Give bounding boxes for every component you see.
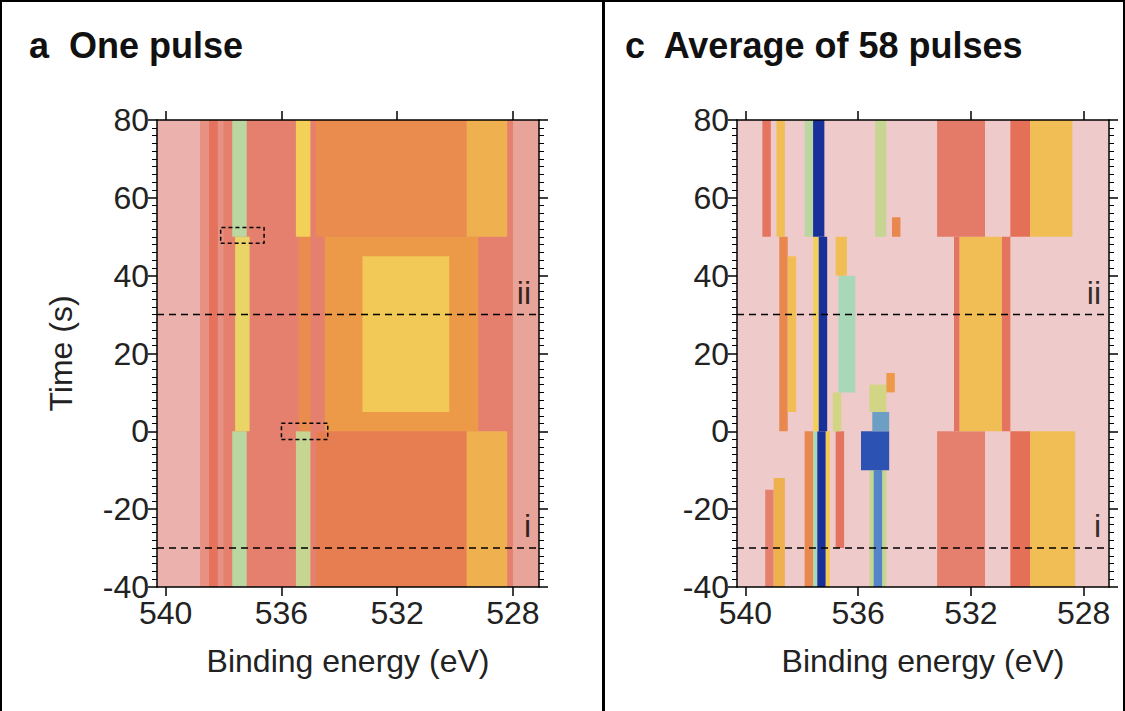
svg-text:i: i (1094, 508, 1101, 544)
svg-text:-40: -40 (682, 569, 729, 605)
svg-text:528: 528 (486, 595, 539, 631)
svg-text:40: 40 (113, 258, 149, 294)
svg-text:80: 80 (113, 102, 149, 138)
svg-text:540: 540 (719, 595, 772, 631)
svg-text:ii: ii (517, 275, 531, 311)
svg-text:-40: -40 (102, 569, 149, 605)
svg-text:a One pulse: a One pulse (29, 25, 243, 66)
svg-text:40: 40 (693, 258, 729, 294)
svg-text:60: 60 (113, 180, 149, 216)
svg-text:80: 80 (693, 102, 729, 138)
svg-text:20: 20 (693, 336, 729, 372)
svg-text:-20: -20 (683, 491, 729, 527)
svg-text:20: 20 (113, 336, 149, 372)
svg-text:Binding energy (eV): Binding energy (eV) (207, 643, 490, 679)
svg-text:i: i (524, 508, 531, 544)
svg-text:60: 60 (693, 180, 729, 216)
svg-text:528: 528 (1057, 595, 1110, 631)
svg-text:0: 0 (711, 413, 729, 449)
svg-text:532: 532 (371, 595, 424, 631)
svg-text:c Average of 58 pulses: c Average of 58 pulses (625, 25, 1023, 66)
svg-text:0: 0 (131, 413, 149, 449)
svg-text:532: 532 (944, 595, 997, 631)
svg-text:540: 540 (139, 595, 192, 631)
svg-text:-20: -20 (103, 491, 149, 527)
svg-text:Time (s): Time (s) (43, 295, 79, 411)
svg-text:Binding energy (eV): Binding energy (eV) (782, 643, 1065, 679)
svg-text:ii: ii (1087, 275, 1101, 311)
svg-text:536: 536 (831, 595, 884, 631)
svg-text:536: 536 (255, 595, 308, 631)
